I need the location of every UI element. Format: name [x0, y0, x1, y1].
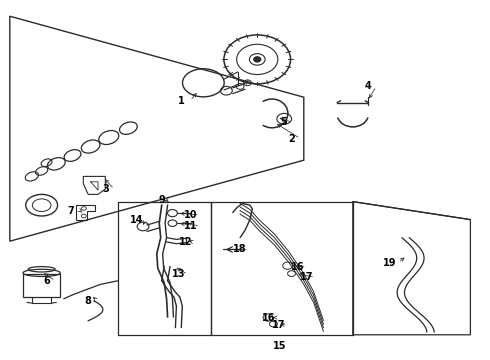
Text: 4: 4: [364, 81, 371, 91]
Text: 16: 16: [262, 312, 275, 323]
Text: 1: 1: [178, 96, 185, 106]
Circle shape: [254, 57, 261, 62]
Text: 2: 2: [288, 134, 295, 144]
Text: 17: 17: [271, 320, 285, 330]
Text: 18: 18: [233, 244, 247, 255]
Text: 6: 6: [43, 276, 50, 286]
Text: 17: 17: [299, 272, 313, 282]
Text: 15: 15: [272, 341, 286, 351]
Text: 14: 14: [129, 215, 143, 225]
Bar: [23, 274, 60, 297]
Text: 13: 13: [172, 269, 186, 279]
Text: 7: 7: [68, 206, 74, 216]
Text: 12: 12: [178, 237, 192, 247]
Text: 10: 10: [184, 210, 198, 220]
Text: 3: 3: [102, 184, 109, 194]
Text: 9: 9: [158, 195, 165, 205]
Text: 16: 16: [291, 262, 305, 272]
Text: 5: 5: [280, 117, 287, 127]
Text: 19: 19: [383, 258, 396, 268]
Text: 8: 8: [85, 296, 92, 306]
Text: 11: 11: [184, 221, 198, 231]
